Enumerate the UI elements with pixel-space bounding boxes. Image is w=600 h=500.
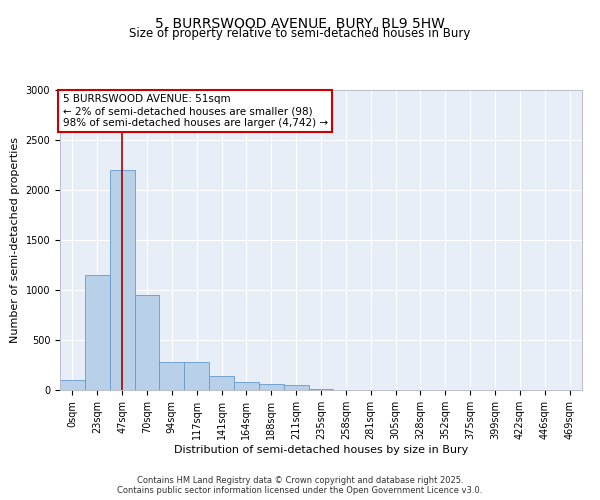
Bar — [60, 380, 85, 390]
Bar — [308, 389, 334, 390]
Bar — [184, 362, 209, 390]
Bar — [85, 275, 110, 390]
Bar — [209, 376, 234, 390]
X-axis label: Distribution of semi-detached houses by size in Bury: Distribution of semi-detached houses by … — [174, 444, 468, 454]
Y-axis label: Number of semi-detached properties: Number of semi-detached properties — [10, 137, 20, 343]
Text: Contains HM Land Registry data © Crown copyright and database right 2025.
Contai: Contains HM Land Registry data © Crown c… — [118, 476, 482, 495]
Bar — [160, 362, 184, 390]
Bar — [234, 382, 259, 390]
Bar — [259, 384, 284, 390]
Text: 5 BURRSWOOD AVENUE: 51sqm
← 2% of semi-detached houses are smaller (98)
98% of s: 5 BURRSWOOD AVENUE: 51sqm ← 2% of semi-d… — [62, 94, 328, 128]
Bar — [284, 385, 308, 390]
Text: 5, BURRSWOOD AVENUE, BURY, BL9 5HW: 5, BURRSWOOD AVENUE, BURY, BL9 5HW — [155, 18, 445, 32]
Text: Size of property relative to semi-detached houses in Bury: Size of property relative to semi-detach… — [130, 28, 470, 40]
Bar — [134, 295, 160, 390]
Bar — [110, 170, 134, 390]
